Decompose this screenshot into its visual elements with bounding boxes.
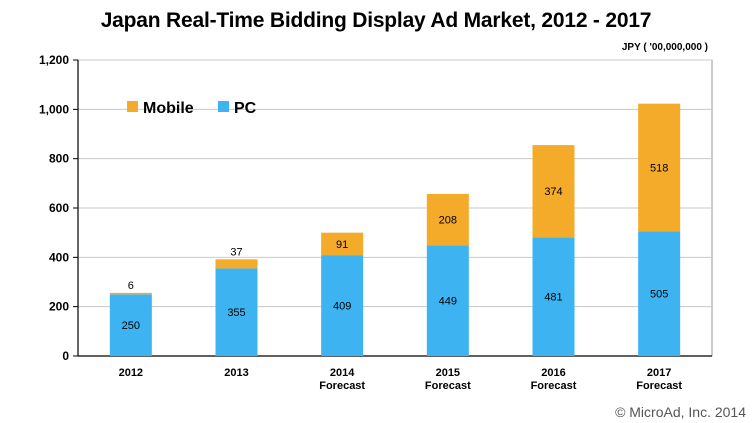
x-tick-label: 2012 bbox=[119, 367, 143, 379]
y-tick-label: 200 bbox=[49, 300, 69, 314]
bar-pc bbox=[109, 294, 152, 356]
chart-title: Japan Real-Time Bidding Display Ad Marke… bbox=[100, 9, 652, 32]
bar-pc bbox=[532, 237, 575, 356]
data-label-mobile: 518 bbox=[650, 163, 668, 175]
x-tick-label: Forecast bbox=[636, 380, 682, 392]
data-label-mobile: 6 bbox=[128, 280, 134, 292]
x-tick-label: 2014 bbox=[330, 367, 355, 379]
data-label-mobile: 208 bbox=[439, 215, 457, 227]
x-tick-label: 2016 bbox=[541, 367, 565, 379]
legend-swatch bbox=[218, 101, 229, 112]
y-tick-label: 400 bbox=[49, 250, 69, 264]
x-tick-label: Forecast bbox=[425, 380, 471, 392]
y-tick-label: 1,200 bbox=[39, 53, 69, 67]
bar-pc bbox=[321, 255, 364, 356]
y-tick-label: 1,000 bbox=[39, 102, 69, 116]
x-tick-label: 2013 bbox=[224, 367, 248, 379]
bar-mobile bbox=[321, 232, 364, 256]
bar-mobile bbox=[638, 103, 681, 232]
data-label-pc: 250 bbox=[122, 320, 140, 332]
data-label-pc: 481 bbox=[544, 292, 562, 304]
x-tick-label: Forecast bbox=[531, 380, 577, 392]
data-label-pc: 505 bbox=[650, 289, 668, 301]
legend-label: Mobile bbox=[143, 100, 194, 117]
data-label-mobile: 374 bbox=[544, 186, 562, 198]
legend-swatch bbox=[127, 101, 138, 112]
bar-mobile bbox=[215, 259, 258, 269]
copyright-notice: © MicroAd, Inc. 2014 bbox=[615, 404, 746, 420]
bar-pc bbox=[426, 245, 469, 356]
data-label-pc: 355 bbox=[227, 307, 245, 319]
data-label-pc: 449 bbox=[439, 296, 457, 308]
bar-mobile bbox=[426, 193, 469, 246]
x-tick-label: 2015 bbox=[436, 367, 460, 379]
y-tick-label: 0 bbox=[62, 349, 69, 363]
data-label-mobile: 37 bbox=[230, 246, 242, 258]
y-tick-label: 600 bbox=[49, 201, 69, 215]
data-label-pc: 409 bbox=[333, 301, 351, 313]
data-label-mobile: 91 bbox=[336, 239, 348, 251]
x-tick-label: Forecast bbox=[319, 380, 365, 392]
legend-label: PC bbox=[234, 100, 257, 117]
bar-mobile bbox=[532, 145, 575, 238]
bar-pc bbox=[638, 231, 681, 356]
bar-mobile bbox=[109, 292, 152, 295]
bar-pc bbox=[215, 268, 258, 356]
unit-label: JPY ( '00,000,000 ) bbox=[621, 42, 708, 53]
y-tick-label: 800 bbox=[49, 152, 69, 166]
x-tick-label: 2017 bbox=[647, 367, 671, 379]
